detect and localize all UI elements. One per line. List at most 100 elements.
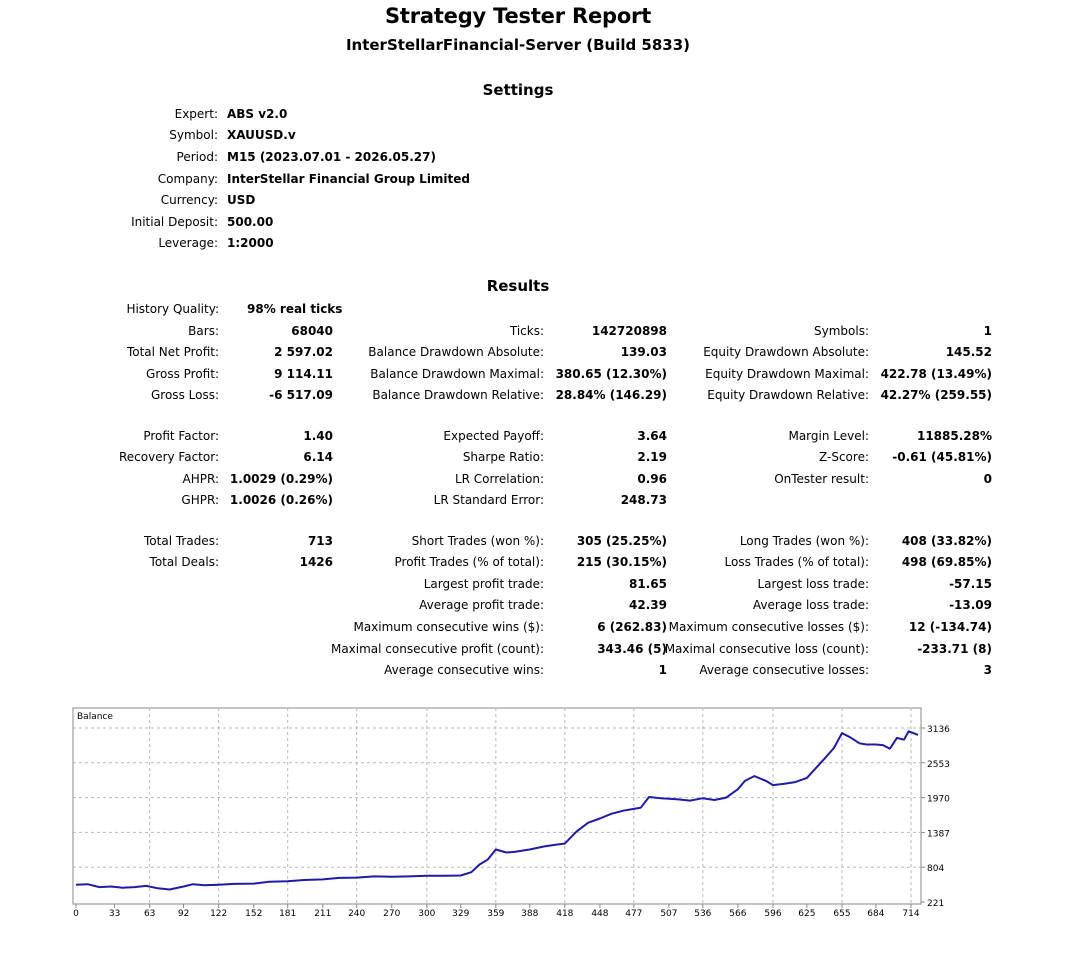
settings-value: 500.00: [227, 215, 274, 229]
result-label: Bars:: [188, 324, 219, 338]
result-value: 139.03: [620, 345, 667, 359]
result-value: 68040: [291, 324, 333, 338]
result-value: 422.78 (13.49%): [880, 367, 992, 381]
result-value: -6 517.09: [269, 388, 333, 402]
chart-x-tick-label: 300: [418, 909, 435, 919]
result-label: Maximal consecutive profit (count):: [330, 642, 544, 656]
result-label: Balance Drawdown Relative:: [372, 388, 544, 402]
result-label: Largest loss trade:: [757, 577, 869, 591]
result-label: Recovery Factor:: [118, 450, 219, 464]
chart-x-tick-label: 388: [521, 909, 538, 919]
result-value: 305 (25.25%): [576, 534, 667, 548]
chart-x-tick-label: 152: [245, 909, 262, 919]
result-value: 11885.28%: [916, 429, 992, 443]
result-label: OnTester result:: [774, 472, 869, 486]
result-value: 9 114.11: [274, 367, 333, 381]
result-value: 408 (33.82%): [901, 534, 992, 548]
result-value: 498 (69.85%): [901, 555, 992, 569]
chart-x-tick-label: 477: [625, 909, 642, 919]
chart-x-tick-label: 448: [591, 909, 608, 919]
result-label: Balance Drawdown Maximal:: [370, 367, 544, 381]
chart-y-tick-label: 1387: [927, 829, 950, 839]
settings-label: Initial Deposit:: [131, 215, 218, 229]
result-label: Equity Drawdown Relative:: [707, 388, 869, 402]
result-label: Ticks:: [509, 324, 544, 338]
chart-x-tick-label: 359: [487, 909, 504, 919]
chart-title: Balance: [77, 712, 113, 722]
settings-label: Period:: [176, 150, 218, 164]
settings-label: Leverage:: [158, 236, 218, 250]
settings-label: Currency:: [160, 193, 218, 207]
result-label: GHPR:: [181, 493, 219, 507]
result-value: 0: [983, 472, 992, 486]
result-label: Total Trades:: [144, 534, 219, 548]
result-label: Average profit trade:: [419, 598, 544, 612]
result-label: Balance Drawdown Absolute:: [368, 345, 544, 359]
result-label: Average consecutive wins:: [384, 663, 544, 677]
chart-x-tick-label: 507: [660, 909, 677, 919]
result-value: 6.14: [303, 450, 333, 464]
settings-heading: Settings: [482, 81, 554, 99]
chart-x-tick-label: 270: [383, 909, 400, 919]
result-label: Long Trades (won %):: [739, 534, 869, 548]
result-value: 2 597.02: [274, 345, 333, 359]
result-value: 142720898: [591, 324, 667, 338]
result-value: 343.46 (5): [597, 642, 667, 656]
chart-x-tick-label: 625: [798, 909, 815, 919]
result-label: Maximum consecutive wins ($):: [353, 620, 544, 634]
settings-value: 1:2000: [227, 236, 274, 250]
result-value: 1: [983, 324, 992, 338]
result-value: 28.84% (146.29): [555, 388, 667, 402]
result-label: Equity Drawdown Maximal:: [705, 367, 869, 381]
result-value: -57.15: [949, 577, 992, 591]
history-quality-label: History Quality:: [126, 302, 219, 316]
chart-x-tick-label: 596: [764, 909, 781, 919]
result-label: Total Net Profit:: [126, 345, 219, 359]
result-label: Gross Loss:: [151, 388, 219, 402]
result-label: Maximal consecutive loss (count):: [664, 642, 869, 656]
settings-value: InterStellar Financial Group Limited: [227, 172, 471, 186]
result-label: LR Standard Error:: [433, 493, 544, 507]
chart-x-tick-label: 92: [178, 909, 189, 919]
chart-x-tick-label: 566: [729, 909, 746, 919]
result-value: 713: [307, 534, 333, 548]
result-value: 1.0026 (0.26%): [229, 493, 333, 507]
result-value: -0.61 (45.81%): [892, 450, 992, 464]
history-quality-value: 98% real ticks: [247, 302, 343, 316]
chart-y-tick-label: 2553: [927, 760, 950, 770]
result-value: 42.39: [629, 598, 667, 612]
settings-label: Expert:: [174, 107, 218, 121]
chart-x-tick-label: 655: [833, 909, 850, 919]
chart-y-tick-label: 3136: [927, 725, 950, 735]
result-value: 2.19: [637, 450, 667, 464]
result-label: Maximum consecutive losses ($):: [668, 620, 869, 634]
result-label: Average loss trade:: [752, 598, 869, 612]
result-label: Profit Factor:: [143, 429, 219, 443]
result-label: AHPR:: [182, 472, 219, 486]
chart-x-tick-label: 0: [73, 909, 79, 919]
result-value: -13.09: [949, 598, 992, 612]
result-label: Short Trades (won %):: [411, 534, 544, 548]
result-value: 6 (262.83): [597, 620, 667, 634]
chart-x-tick-label: 33: [109, 909, 120, 919]
result-value: 1: [658, 663, 667, 677]
result-label: Z-Score:: [819, 450, 869, 464]
chart-x-tick-label: 536: [694, 909, 711, 919]
result-label: Average consecutive losses:: [699, 663, 869, 677]
result-value: 42.27% (259.55): [880, 388, 992, 402]
result-value: 81.65: [629, 577, 667, 591]
result-label: Gross Profit:: [146, 367, 219, 381]
result-value: 12 (-134.74): [908, 620, 992, 634]
balance-chart-svg: 221 804 1387 1970 2553 3136 0 33 63 92 122 152 181 21…: [72, 707, 950, 919]
settings-value: M15 (2023.07.01 - 2026.05.27): [227, 150, 436, 164]
result-label: Sharpe Ratio:: [462, 450, 544, 464]
result-label: Loss Trades (% of total):: [724, 555, 870, 569]
result-label: Equity Drawdown Absolute:: [703, 345, 869, 359]
result-value: 215 (30.15%): [576, 555, 667, 569]
chart-x-tick-label: 240: [348, 909, 365, 919]
chart-x-tick-label: 211: [314, 909, 331, 919]
chart-x-tick-label: 329: [452, 909, 469, 919]
server-subtitle: InterStellarFinancial-Server (Build 5833…: [345, 36, 691, 54]
result-label: Largest profit trade:: [423, 577, 544, 591]
result-value: 1.40: [303, 429, 333, 443]
